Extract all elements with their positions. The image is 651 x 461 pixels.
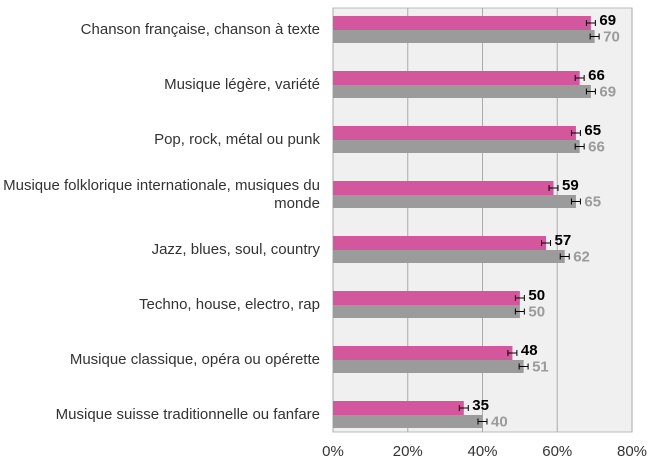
bar: [333, 181, 554, 195]
bar: [333, 71, 580, 85]
value-label: 59: [562, 177, 579, 194]
value-label: 48: [521, 342, 538, 359]
error-bar: [518, 363, 529, 370]
x-tick-label: 60%: [542, 443, 572, 460]
bar: [333, 140, 580, 153]
error-bar: [574, 143, 585, 150]
x-tick-label: 20%: [393, 443, 423, 460]
category-label: Chanson française, chanson à texte: [81, 21, 320, 38]
error-bar: [541, 240, 552, 246]
bar: [333, 30, 595, 43]
bar: [333, 401, 464, 415]
value-label: 66: [588, 138, 605, 155]
x-tick-label: 80%: [617, 443, 647, 460]
value-label: 51: [532, 358, 549, 375]
bar: [333, 85, 591, 98]
error-bar: [514, 295, 525, 301]
value-label: 69: [599, 12, 616, 29]
category-label: Musique légère, variété: [164, 76, 320, 93]
error-bar: [570, 130, 581, 136]
error-bar: [570, 198, 581, 205]
category-label: Techno, house, electro, rap: [139, 296, 320, 313]
category-label: Musique classique, opéra ou opérette: [70, 351, 320, 368]
value-label: 65: [584, 122, 601, 139]
error-bar: [589, 33, 600, 40]
bar: [333, 236, 547, 250]
category-label: Jazz, blues, soul, country: [152, 241, 321, 258]
error-bar: [507, 350, 518, 356]
bar: [333, 250, 565, 263]
value-label: 35: [472, 397, 489, 414]
bar: [333, 346, 513, 360]
bar: [333, 360, 524, 373]
bar: [333, 195, 576, 208]
bar: [333, 126, 576, 140]
value-label: 57: [555, 232, 572, 249]
error-bar: [477, 418, 488, 425]
value-label: 69: [599, 83, 616, 100]
x-tick-label: 0%: [322, 443, 344, 460]
value-label: 62: [573, 248, 590, 265]
bar: [333, 16, 591, 30]
error-bar: [574, 75, 585, 81]
category-label: Musique folklorique internationale, musi…: [3, 177, 320, 212]
bar: [333, 291, 520, 305]
error-bar: [548, 185, 559, 191]
value-label: 50: [528, 303, 545, 320]
error-bar: [585, 20, 596, 26]
value-label: 70: [603, 28, 620, 45]
category-label: Pop, rock, métal ou punk: [154, 131, 320, 148]
error-bar: [559, 253, 570, 260]
error-bar: [514, 308, 525, 315]
error-bar: [458, 405, 469, 411]
x-tick-label: 40%: [467, 443, 497, 460]
value-label: 40: [491, 413, 508, 430]
error-bar: [585, 88, 596, 95]
bar: [333, 415, 483, 428]
value-label: 66: [588, 67, 605, 84]
category-label: Musique suisse traditionnelle ou fanfare: [56, 406, 320, 423]
bar: [333, 305, 520, 318]
value-label: 65: [584, 193, 601, 210]
value-label: 50: [528, 287, 545, 304]
